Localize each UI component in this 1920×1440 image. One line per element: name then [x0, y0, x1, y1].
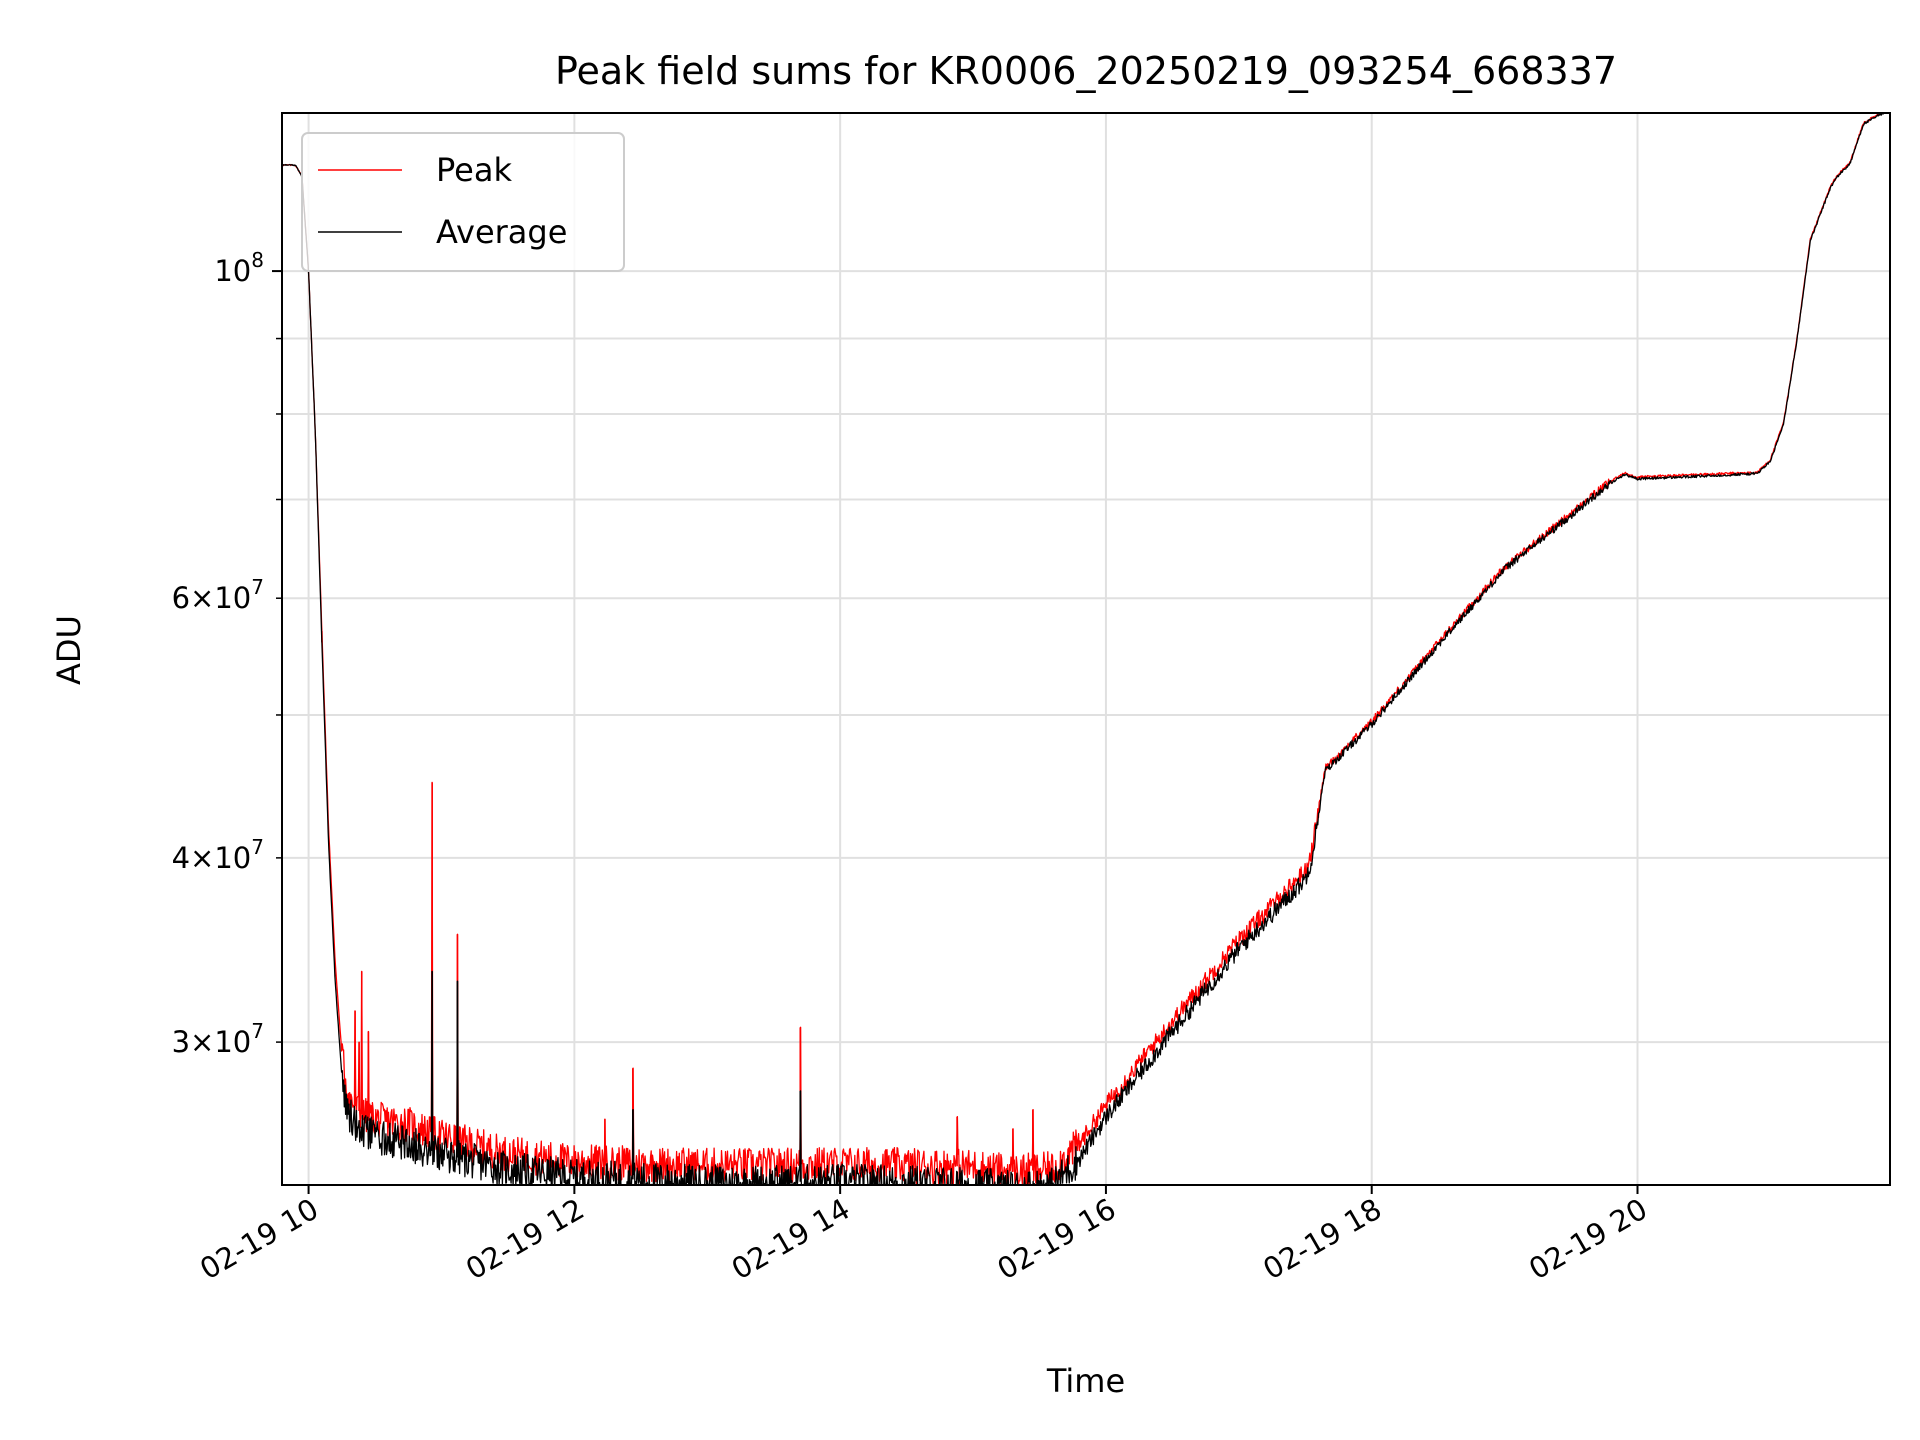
chart-title: Peak field sums for KR0006_20250219_0932… — [555, 49, 1617, 93]
plot-frame — [281, 112, 1891, 1186]
y-tick-times: × — [190, 841, 214, 875]
y-tick-exponent: 7 — [251, 1019, 264, 1043]
y-tick-mantissa: 6 — [172, 581, 190, 615]
y-tick-mantissa: 4 — [172, 841, 190, 875]
legend: Peak Average — [301, 132, 625, 272]
y-tick-times: × — [190, 1025, 214, 1059]
legend-peak-label: Peak — [436, 151, 512, 189]
y-tick-times: × — [190, 581, 214, 615]
y-tick-exponent: 7 — [251, 835, 264, 859]
y-axis-label: ADU — [50, 615, 88, 685]
y-tick-label: 108 — [214, 248, 264, 288]
x-axis-label: Time — [1046, 1362, 1125, 1400]
y-tick-base: 10 — [214, 581, 251, 615]
legend-box — [301, 132, 625, 272]
y-tick-exponent: 8 — [251, 248, 264, 272]
y-tick-label: 4×107 — [172, 835, 264, 875]
legend-average-label: Average — [436, 213, 567, 251]
grid — [282, 113, 1890, 1185]
y-tick-exponent: 7 — [251, 575, 264, 599]
y-tick-base: 10 — [214, 254, 251, 288]
y-tick-label: 6×107 — [172, 575, 264, 615]
y-tick-mantissa: 3 — [172, 1025, 190, 1059]
series-line-average — [282, 113, 1886, 1185]
y-tick-label: 3×107 — [172, 1019, 264, 1059]
series-layer — [282, 113, 1886, 1185]
y-tick-base: 10 — [214, 1025, 251, 1059]
y-tick-base: 10 — [214, 841, 251, 875]
